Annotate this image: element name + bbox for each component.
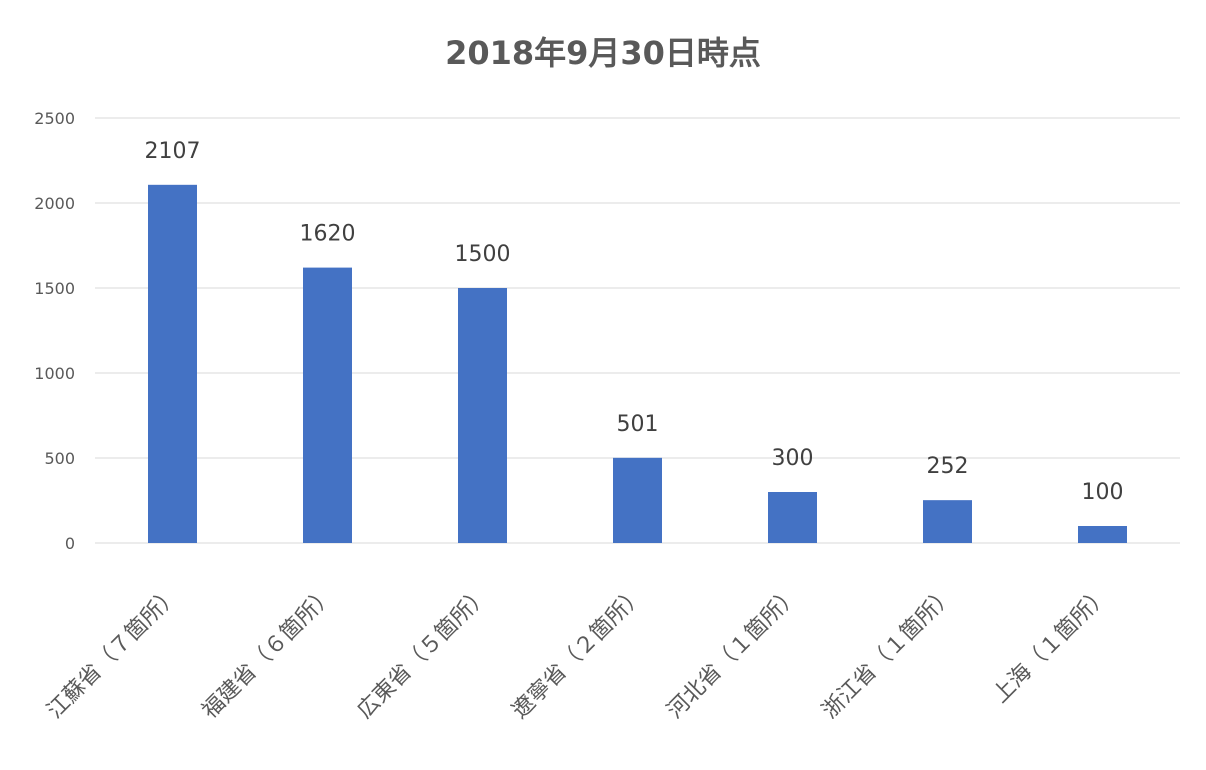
- y-tick-label: 1000: [34, 364, 75, 383]
- y-tick-label: 2000: [34, 194, 75, 213]
- x-tick-label: 江蘇省（７箇所）: [43, 582, 185, 724]
- x-tick-label: 遼寧省（２箇所）: [508, 582, 650, 724]
- data-label: 252: [927, 454, 969, 479]
- x-tick-label: 上海（１箇所）: [988, 582, 1115, 709]
- y-tick-label: 0: [65, 534, 75, 553]
- chart-title: 2018年9月30日時点: [445, 34, 761, 72]
- data-label: 300: [772, 446, 814, 471]
- bar: [923, 500, 972, 543]
- y-tick-label: 1500: [34, 279, 75, 298]
- x-tick-label: 広東省（５箇所）: [353, 582, 495, 724]
- y-tick-label: 2500: [34, 109, 75, 128]
- bar: [458, 288, 507, 543]
- x-tick-label: 浙江省（１箇所）: [818, 582, 960, 724]
- bar: [613, 457, 662, 543]
- data-label: 501: [617, 412, 659, 437]
- data-label: 2107: [145, 139, 201, 164]
- x-tick-label: 河北省（１箇所）: [663, 582, 805, 724]
- bar: [303, 267, 352, 543]
- data-label: 100: [1082, 480, 1124, 505]
- y-tick-label: 500: [44, 449, 75, 468]
- x-tick-label: 福建省（６箇所）: [198, 582, 340, 724]
- data-label: 1500: [455, 242, 511, 267]
- data-label: 1620: [300, 222, 356, 247]
- bar: [1078, 526, 1127, 543]
- bar: [148, 184, 197, 543]
- bar: [768, 492, 817, 543]
